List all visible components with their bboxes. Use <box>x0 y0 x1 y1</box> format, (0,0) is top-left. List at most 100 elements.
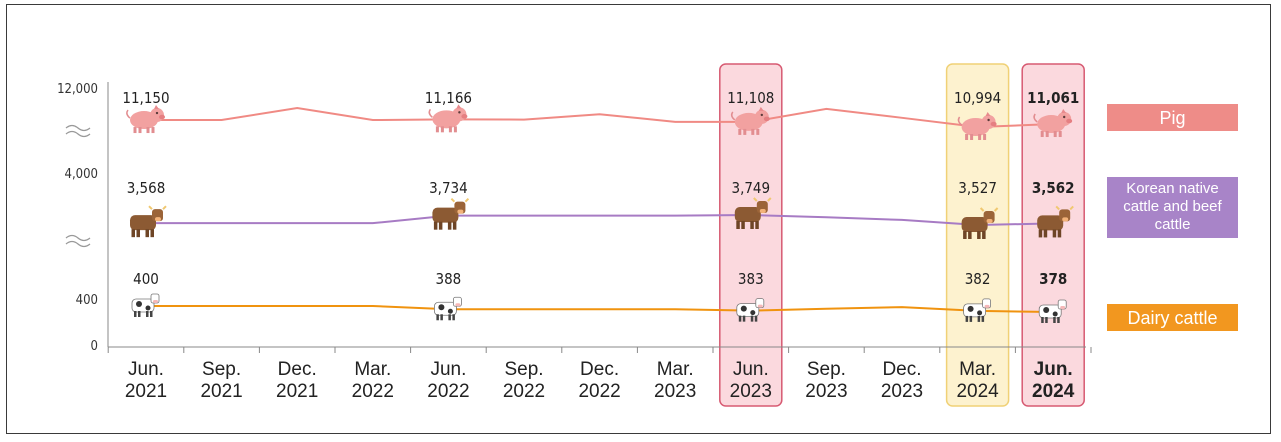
legend-label-line: cattle <box>1155 216 1191 233</box>
x-tick-label: Dec. 2023 <box>881 359 923 402</box>
y-tick-label: 12,000 <box>57 82 98 97</box>
x-tick-year: 2023 <box>805 381 847 402</box>
dairy-nose <box>1060 306 1066 309</box>
cow-leg <box>968 231 972 239</box>
pig-leg <box>983 134 987 140</box>
pig-snout <box>763 116 770 122</box>
legend-label: Korean native cattle and beef cattle <box>1123 180 1222 233</box>
y-tick-label: 0 <box>91 339 98 354</box>
axis-break-icon <box>65 234 91 248</box>
legend-label: Dairy cattle <box>1127 308 1217 328</box>
x-tick-month: Mar. <box>354 359 391 380</box>
pig-leg <box>146 127 150 134</box>
cow-icon <box>734 197 772 229</box>
cow-leg <box>1052 229 1057 238</box>
x-tick-month: Jun. <box>1034 359 1073 380</box>
pig-icon <box>126 105 165 134</box>
series-pig: 11,150 11,166 11,108 10,994 11,061 <box>122 89 1079 140</box>
axis-break-wave <box>65 130 91 138</box>
dairy-leg <box>750 315 754 322</box>
x-tick-year: 2022 <box>578 381 620 402</box>
legend-item: Pig <box>1107 104 1238 131</box>
dairy-leg <box>146 311 149 317</box>
cow-icon <box>961 207 999 239</box>
pig-snout <box>159 114 165 120</box>
pig-leg <box>743 128 747 135</box>
data-label: 3,562 <box>1032 179 1075 197</box>
dairy-leg <box>1041 317 1044 323</box>
cow-horns <box>148 205 167 210</box>
x-tick-label: Mar. 2024 <box>956 359 999 402</box>
dairy-leg <box>969 315 973 322</box>
x-tick-year: 2022 <box>427 381 469 402</box>
dairy-spot <box>750 310 756 316</box>
x-tick-year: 2023 <box>730 381 772 402</box>
legend-item: Korean native cattle and beef cattle <box>1107 177 1238 238</box>
dairy-leg <box>452 314 455 321</box>
x-tick-year: 2024 <box>956 381 999 402</box>
pig-snout <box>1066 118 1073 124</box>
cow-nose <box>1062 217 1069 222</box>
dairy-leg <box>1053 317 1056 323</box>
x-tick-label: Mar. 2022 <box>352 359 394 402</box>
data-label: 382 <box>965 270 991 288</box>
pig-ear <box>985 112 991 116</box>
data-label: 3,734 <box>429 179 468 197</box>
pig-leg <box>448 126 452 133</box>
x-tick-year: 2021 <box>200 381 242 402</box>
cow-body <box>1037 215 1064 231</box>
x-tick-month: Mar. <box>959 359 996 380</box>
dairy-leg <box>965 315 969 322</box>
dairy-leg <box>981 315 985 322</box>
x-tick-label: Jun. 2022 <box>427 359 469 402</box>
pig-eye <box>458 111 461 114</box>
cow-icon <box>432 197 470 230</box>
x-tick-month: Dec. <box>882 359 921 380</box>
dairy-cow-icon <box>963 298 991 322</box>
cow-nose <box>457 209 464 214</box>
dairy-leg <box>738 315 742 322</box>
cow-leg <box>452 221 457 230</box>
cow-leg <box>1038 229 1043 238</box>
x-tick-label: Mar. 2023 <box>654 359 696 402</box>
cow-leg <box>438 221 443 230</box>
x-tick-label: Sep. 2023 <box>805 359 847 402</box>
y-tick-label: 400 <box>76 293 98 308</box>
pig-snout <box>461 114 468 119</box>
legend-label-line: cattle and beef <box>1123 198 1222 215</box>
pig-leg <box>970 134 974 140</box>
data-label: 383 <box>738 270 764 288</box>
x-tick-label: Sep. 2021 <box>200 359 242 402</box>
pig-leg <box>435 126 439 133</box>
cow-horns <box>450 197 470 203</box>
x-tick-label: Jun. 2024 <box>1032 359 1075 402</box>
pig-leg <box>440 126 444 133</box>
series-line <box>146 213 1054 227</box>
pig-leg <box>965 134 969 140</box>
cow-horns <box>979 207 999 212</box>
dairy-nose <box>757 304 763 308</box>
cow-leg <box>736 221 740 229</box>
x-tick-label: Jun. 2021 <box>125 359 167 402</box>
x-tick-label: Dec. 2022 <box>578 359 620 402</box>
pig-eye <box>1063 115 1066 119</box>
cow-leg <box>1057 229 1062 238</box>
pig-leg <box>1045 131 1049 138</box>
x-tick-year: 2023 <box>654 381 696 402</box>
x-tick-label: Dec. 2021 <box>276 359 318 402</box>
legend-item: Dairy cattle <box>1107 304 1238 331</box>
dairy-spot <box>438 304 445 311</box>
pig-icon <box>428 104 468 133</box>
data-label: 10,994 <box>954 89 1001 107</box>
pig-ear <box>456 104 462 109</box>
legend-swatch <box>1107 304 1238 331</box>
pig-leg <box>133 127 137 134</box>
pig-leg <box>738 128 742 135</box>
dairy-spot <box>145 305 151 311</box>
x-tick-year: 2024 <box>1032 381 1075 402</box>
legend-label: Pig <box>1159 108 1185 128</box>
pig-leg <box>138 127 142 134</box>
dairy-spot <box>1052 311 1058 317</box>
pig-eye <box>155 111 159 115</box>
dairy-leg <box>150 311 153 317</box>
